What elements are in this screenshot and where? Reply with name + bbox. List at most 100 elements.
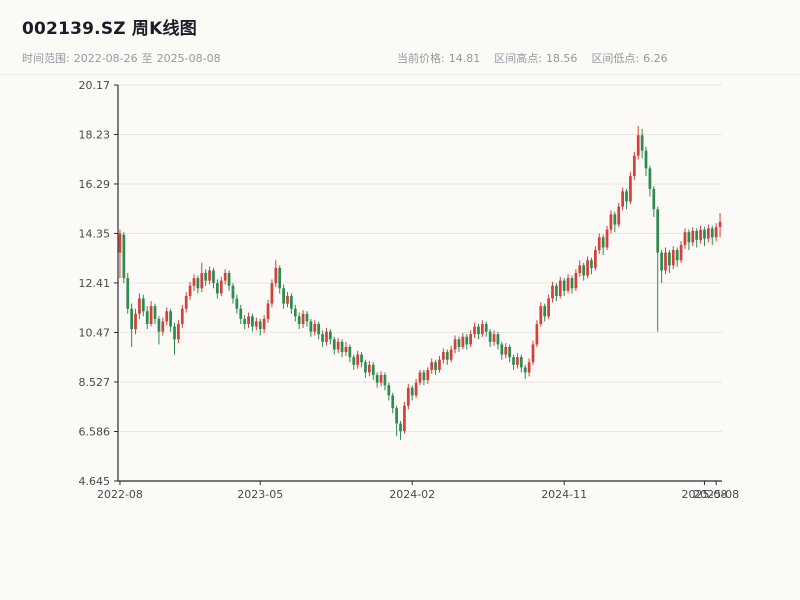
candle <box>173 326 176 340</box>
time-range: 时间范围: 2022-08-26 至 2025-08-08 <box>22 50 225 66</box>
candle <box>177 324 180 340</box>
candle <box>488 331 492 342</box>
candle <box>364 362 367 373</box>
current-price-value: 14.81 <box>448 52 481 65</box>
candle <box>578 265 582 273</box>
candle <box>434 362 437 370</box>
candle <box>644 150 648 169</box>
candle <box>438 359 441 370</box>
candle <box>278 267 282 289</box>
x-tick-label: 2025-08 <box>693 488 739 501</box>
candle <box>710 228 714 238</box>
candle <box>632 155 636 177</box>
candle <box>325 331 328 342</box>
candle <box>157 318 161 332</box>
candle <box>356 354 360 365</box>
y-tick-label: 14.35 <box>79 227 111 240</box>
candle <box>679 244 683 261</box>
candle <box>586 260 589 276</box>
candle <box>227 272 231 286</box>
candle <box>504 346 508 355</box>
range-low-label: 区间低点: <box>591 52 640 65</box>
range-low-value: 6.26 <box>643 52 668 65</box>
candle <box>387 385 391 396</box>
y-tick-label: 8.527 <box>79 376 111 389</box>
candle <box>165 311 169 322</box>
current-price-label: 当前价格: <box>397 52 445 65</box>
candle <box>714 227 718 238</box>
candle <box>329 331 332 340</box>
candle <box>656 209 660 253</box>
candle <box>477 326 480 335</box>
candle <box>262 318 266 330</box>
candle <box>321 334 324 342</box>
candle <box>375 375 379 383</box>
candle <box>282 288 285 304</box>
candle <box>196 278 200 289</box>
candle <box>461 336 465 347</box>
candle <box>648 168 652 189</box>
candle <box>671 250 675 266</box>
candle <box>340 341 344 353</box>
candle <box>675 250 679 261</box>
candle <box>332 339 336 350</box>
candle <box>153 306 157 319</box>
candle <box>212 270 215 284</box>
candle <box>574 272 578 289</box>
candle <box>251 316 254 327</box>
candle <box>687 232 691 243</box>
candle <box>703 229 706 239</box>
candle <box>118 233 122 253</box>
candle <box>445 352 449 360</box>
candle <box>141 298 145 312</box>
candle <box>605 229 609 248</box>
candle <box>274 267 278 284</box>
candle <box>480 324 484 335</box>
candle <box>391 395 395 409</box>
y-tick-label: 10.47 <box>79 326 111 339</box>
y-tick-label: 6.586 <box>79 425 111 438</box>
y-tick-label: 4.645 <box>79 475 111 488</box>
y-tick-label: 18.23 <box>79 128 111 141</box>
candle <box>601 237 605 248</box>
candle <box>453 339 457 350</box>
candle <box>243 318 247 325</box>
candle <box>188 285 192 296</box>
candle <box>313 324 317 332</box>
candle <box>336 341 340 350</box>
range-high-label: 区间高点: <box>494 52 542 65</box>
candle <box>254 321 258 327</box>
x-tick-label: 2024-11 <box>541 488 587 501</box>
candle <box>216 283 219 294</box>
candle <box>134 313 137 330</box>
range-high-value: 18.56 <box>545 52 578 65</box>
candle <box>360 354 363 363</box>
candle <box>496 334 500 345</box>
candle <box>149 306 153 325</box>
candle <box>266 303 270 319</box>
x-tick-label: 2024-02 <box>389 488 435 501</box>
candle <box>418 372 422 383</box>
candle <box>126 278 130 309</box>
subheader: 时间范围: 2022-08-26 至 2025-08-08 当前价格: 14.81 区间高… <box>0 50 800 68</box>
candle <box>519 357 523 368</box>
candle <box>539 306 543 325</box>
candle <box>180 308 184 325</box>
candle <box>379 375 383 383</box>
candle <box>706 228 710 239</box>
x-tick-label: 2023-05 <box>237 488 283 501</box>
x-tick-label: 2025-08 <box>681 488 727 501</box>
candle <box>383 375 387 386</box>
candle <box>395 408 398 424</box>
candle <box>625 191 628 202</box>
candle <box>543 306 547 317</box>
candle <box>270 283 274 304</box>
candle <box>516 357 519 365</box>
candle <box>348 346 352 358</box>
candle <box>122 234 126 279</box>
candle <box>414 382 418 396</box>
candle <box>469 334 473 345</box>
candle <box>223 272 227 281</box>
candle <box>410 387 414 396</box>
